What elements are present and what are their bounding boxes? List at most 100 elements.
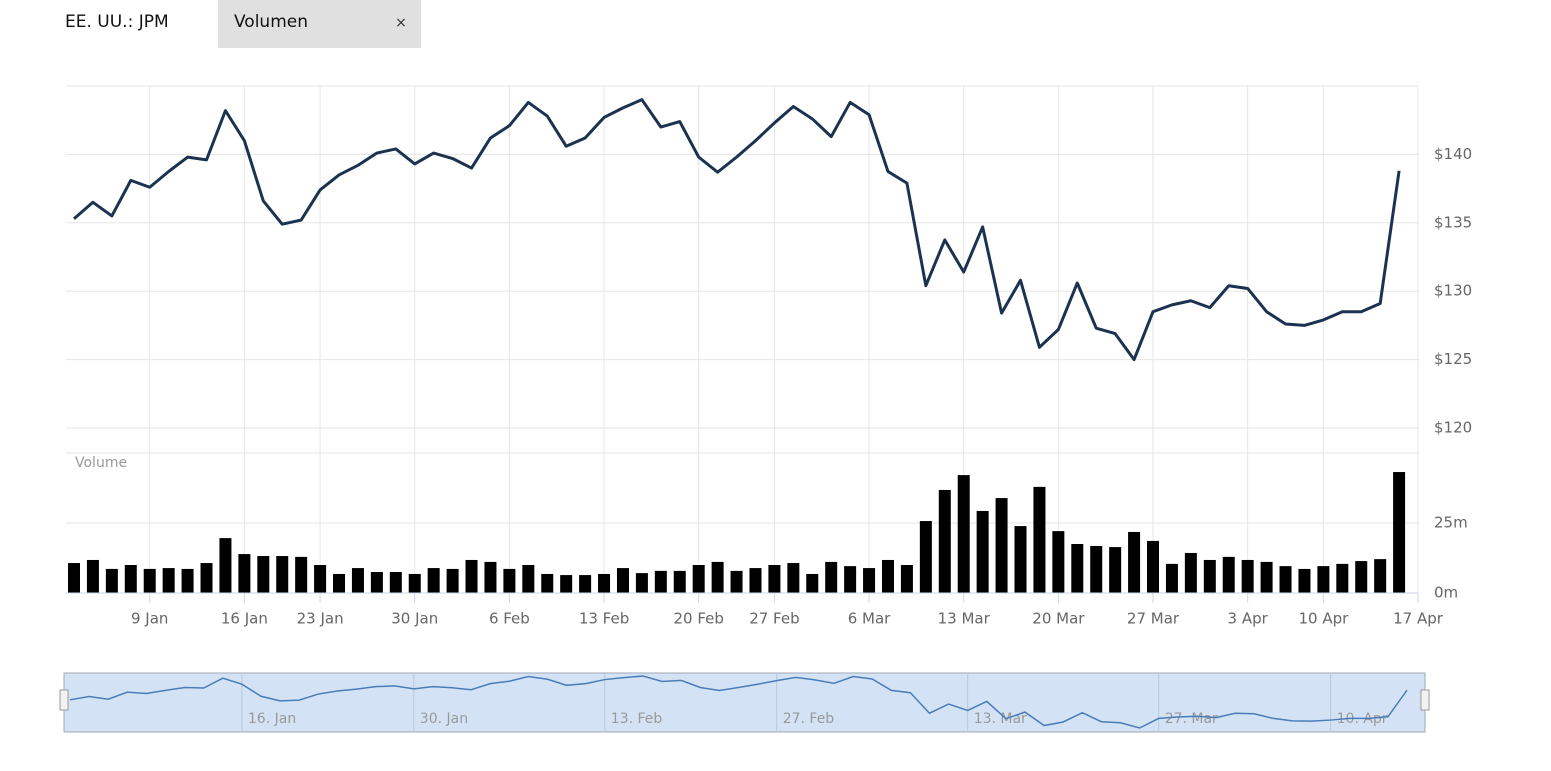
volume-bar — [1052, 531, 1065, 593]
volume-bar — [295, 556, 308, 593]
x-tick-label: 10 Apr — [1298, 610, 1349, 628]
volume-bar — [976, 510, 989, 593]
x-tick-label: 27 Feb — [749, 610, 799, 628]
volume-bar — [541, 573, 554, 593]
volume-bar — [730, 570, 743, 593]
y-tick-label: $120 — [1434, 419, 1472, 437]
nav-label: 30. Jan — [420, 711, 468, 727]
nav-handle[interactable] — [1420, 689, 1430, 711]
nav-label: 13. Mar — [974, 711, 1027, 727]
volume-bar — [673, 570, 686, 593]
x-tick-label: 9 Jan — [131, 610, 168, 628]
volume-bar — [692, 565, 705, 593]
panel-title: Volume — [75, 455, 127, 471]
x-tick-label: 23 Jan — [297, 610, 344, 628]
nav-label: 27. Mar — [1165, 711, 1218, 727]
volume-bar — [427, 568, 440, 593]
symbol: EE. UU.: JPM — [65, 12, 169, 32]
volume-bar — [124, 565, 137, 593]
volume-bar — [616, 568, 629, 593]
x-tick-label: 20 Feb — [673, 610, 723, 628]
volume-bar — [389, 572, 402, 593]
volume-bar — [1109, 547, 1122, 593]
x-tick-label: 6 Mar — [848, 610, 891, 628]
x-tick-label: 20 Mar — [1032, 610, 1085, 628]
volume-bar — [881, 559, 894, 593]
volume-bar — [1071, 544, 1084, 593]
volume-bar — [1260, 561, 1273, 593]
volume-bar — [238, 554, 251, 593]
volume-bar — [370, 572, 383, 593]
y-tick-label: 0m — [1434, 584, 1458, 602]
volume-bar — [1374, 559, 1387, 593]
volume-bar — [200, 563, 213, 593]
nav-label: 27. Feb — [783, 711, 835, 727]
volume-bar — [844, 566, 857, 593]
nav-handle[interactable] — [59, 689, 69, 711]
volume-bar — [351, 568, 364, 593]
volume-bar — [465, 559, 478, 593]
volume-bar — [995, 498, 1008, 593]
x-tick-label: 6 Feb — [489, 610, 530, 628]
volume-bar — [446, 568, 459, 593]
volume-bar — [1147, 540, 1160, 593]
volume-bar — [1279, 566, 1292, 593]
tab[interactable] — [218, 0, 421, 48]
volume-bar — [1014, 526, 1027, 593]
tab-close[interactable]: × — [395, 15, 407, 31]
volume-bar — [825, 561, 838, 593]
x-tick-label: 30 Jan — [391, 610, 438, 628]
y-tick-label: $125 — [1434, 350, 1472, 368]
volume-bar — [1355, 561, 1368, 593]
volume-bar — [768, 565, 781, 593]
volume-bar — [86, 559, 99, 593]
volume-bar — [957, 475, 970, 593]
volume-bar — [1298, 568, 1311, 593]
volume-bar — [1090, 545, 1103, 593]
tab-label[interactable]: Volumen — [234, 12, 308, 32]
nav-label: 16. Jan — [248, 711, 296, 727]
volume-bar — [1165, 563, 1178, 593]
volume-bar — [1393, 472, 1406, 593]
volume-bar — [522, 565, 535, 593]
x-tick-label: 13 Mar — [938, 610, 991, 628]
volume-bar — [1241, 559, 1254, 593]
volume-bar — [143, 568, 156, 593]
y-tick-label: $135 — [1434, 213, 1472, 231]
volume-bar — [333, 573, 346, 593]
volume-bar — [1184, 552, 1197, 593]
y-tick-label: 25m — [1434, 514, 1468, 532]
volume-bar — [1128, 531, 1141, 593]
volume-bar — [749, 568, 762, 593]
volume-bar — [219, 538, 232, 593]
navigator[interactable] — [63, 672, 1426, 733]
volume-bar — [162, 568, 175, 593]
x-tick-label: 13 Feb — [579, 610, 629, 628]
volume-bar — [1033, 486, 1046, 593]
volume-bar — [1317, 566, 1330, 593]
volume-bar — [654, 570, 667, 593]
volume-bar — [503, 568, 516, 593]
volume-bar — [408, 573, 421, 593]
volume-bar — [276, 556, 289, 593]
volume-bar — [1222, 556, 1235, 593]
volume-bar — [560, 575, 573, 593]
volume-bar — [579, 575, 592, 593]
x-tick-label: 16 Jan — [221, 610, 268, 628]
volume-bar — [787, 563, 800, 593]
volume-bar — [181, 568, 194, 593]
volume-bar — [105, 568, 118, 593]
volume-bar — [484, 561, 497, 593]
y-tick-label: $130 — [1434, 282, 1472, 300]
x-tick-label: 27 Mar — [1127, 610, 1180, 628]
nav-label: 13. Feb — [611, 711, 663, 727]
x-tick-label: 3 Apr — [1228, 610, 1269, 628]
volume-bar — [635, 573, 648, 593]
volume-bar — [1203, 559, 1216, 593]
price-line — [73, 98, 1401, 362]
volume-bar — [711, 561, 724, 593]
x-tick-label: 17 Apr — [1393, 610, 1444, 628]
volume-bar — [68, 563, 80, 593]
